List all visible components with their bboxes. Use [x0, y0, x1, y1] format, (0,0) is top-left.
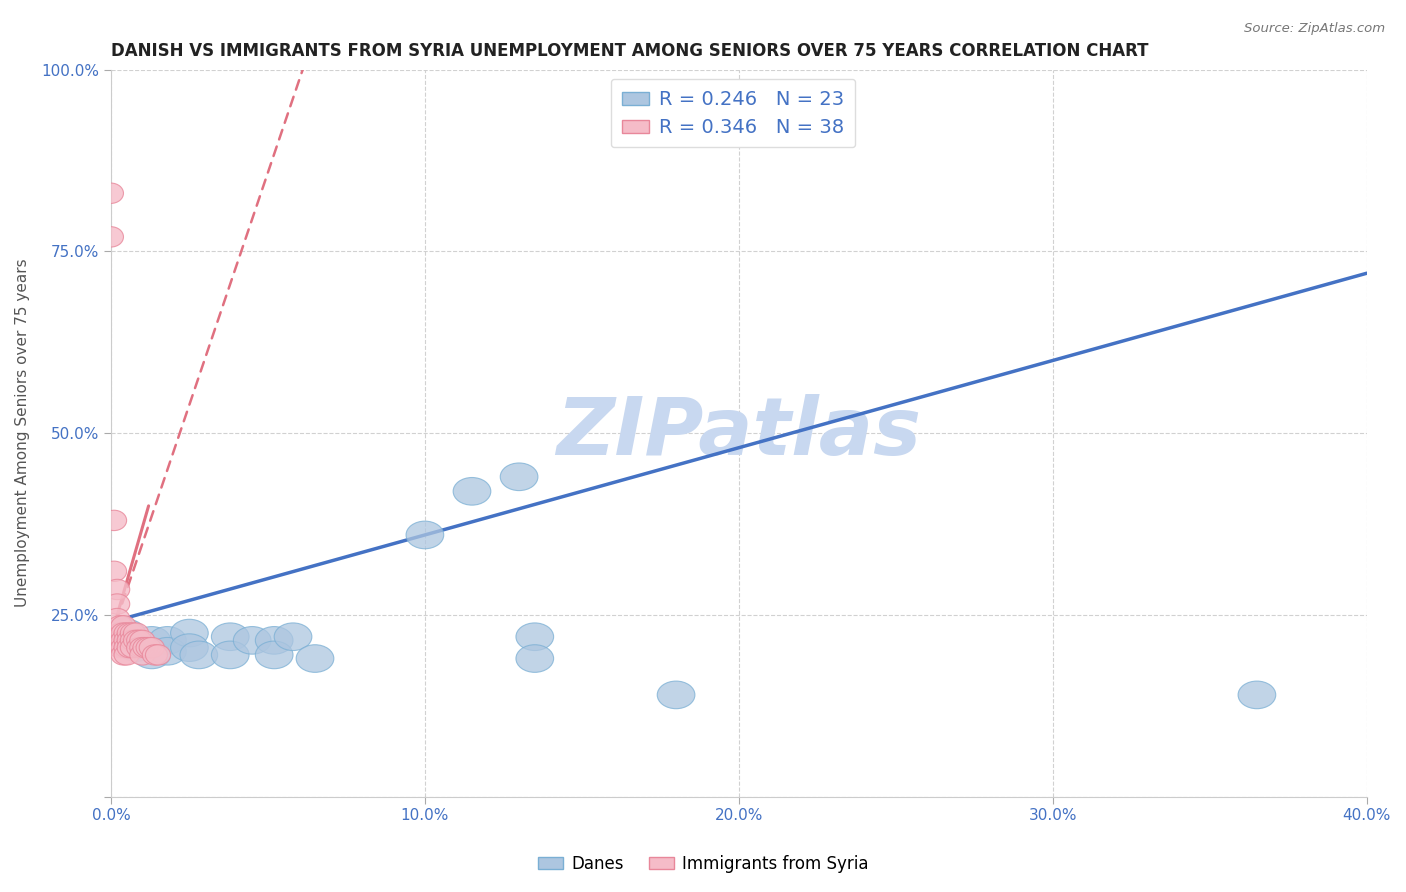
Ellipse shape [111, 615, 136, 636]
Legend: Danes, Immigrants from Syria: Danes, Immigrants from Syria [531, 848, 875, 880]
Ellipse shape [121, 638, 145, 657]
Ellipse shape [108, 630, 134, 650]
Ellipse shape [516, 623, 554, 650]
Ellipse shape [134, 626, 170, 654]
Ellipse shape [101, 510, 127, 531]
Ellipse shape [108, 623, 134, 643]
Ellipse shape [297, 645, 333, 673]
Ellipse shape [211, 623, 249, 650]
Ellipse shape [136, 638, 162, 657]
Ellipse shape [117, 638, 142, 657]
Ellipse shape [170, 634, 208, 662]
Ellipse shape [134, 638, 157, 657]
Ellipse shape [121, 630, 145, 650]
Legend: R = 0.246   N = 23, R = 0.346   N = 38: R = 0.246 N = 23, R = 0.346 N = 38 [610, 78, 855, 147]
Ellipse shape [101, 561, 127, 582]
Ellipse shape [117, 634, 155, 662]
Ellipse shape [114, 623, 139, 643]
Text: DANISH VS IMMIGRANTS FROM SYRIA UNEMPLOYMENT AMONG SENIORS OVER 75 YEARS CORRELA: DANISH VS IMMIGRANTS FROM SYRIA UNEMPLOY… [111, 42, 1149, 60]
Text: ZIPatlas: ZIPatlas [557, 394, 921, 472]
Ellipse shape [516, 645, 554, 673]
Ellipse shape [274, 623, 312, 650]
Ellipse shape [104, 608, 129, 629]
Ellipse shape [98, 227, 124, 247]
Ellipse shape [111, 630, 136, 650]
Ellipse shape [108, 619, 145, 647]
Ellipse shape [117, 623, 142, 643]
Ellipse shape [104, 579, 129, 599]
Ellipse shape [501, 463, 538, 491]
Ellipse shape [211, 641, 249, 669]
Ellipse shape [98, 183, 124, 203]
Ellipse shape [111, 623, 136, 643]
Ellipse shape [117, 630, 142, 650]
Ellipse shape [124, 630, 149, 650]
Ellipse shape [124, 623, 149, 643]
Ellipse shape [149, 626, 186, 654]
Ellipse shape [149, 638, 186, 665]
Ellipse shape [104, 594, 129, 615]
Ellipse shape [129, 630, 155, 650]
Ellipse shape [129, 645, 155, 665]
Ellipse shape [256, 626, 292, 654]
Ellipse shape [256, 641, 292, 669]
Ellipse shape [453, 477, 491, 505]
Ellipse shape [127, 630, 152, 650]
Ellipse shape [114, 645, 139, 665]
Ellipse shape [108, 615, 134, 636]
Ellipse shape [406, 521, 444, 549]
Ellipse shape [233, 626, 271, 654]
Ellipse shape [142, 645, 167, 665]
Ellipse shape [657, 681, 695, 709]
Ellipse shape [180, 641, 218, 669]
Ellipse shape [114, 638, 139, 657]
Ellipse shape [129, 638, 155, 657]
Ellipse shape [134, 641, 170, 669]
Text: Source: ZipAtlas.com: Source: ZipAtlas.com [1244, 22, 1385, 36]
Ellipse shape [111, 638, 136, 657]
Ellipse shape [1239, 681, 1275, 709]
Ellipse shape [170, 619, 208, 647]
Ellipse shape [111, 645, 136, 665]
Ellipse shape [114, 630, 139, 650]
Ellipse shape [127, 638, 152, 657]
Ellipse shape [108, 638, 134, 657]
Ellipse shape [145, 645, 170, 665]
Ellipse shape [139, 638, 165, 657]
Ellipse shape [121, 623, 145, 643]
Y-axis label: Unemployment Among Seniors over 75 years: Unemployment Among Seniors over 75 years [15, 259, 30, 607]
